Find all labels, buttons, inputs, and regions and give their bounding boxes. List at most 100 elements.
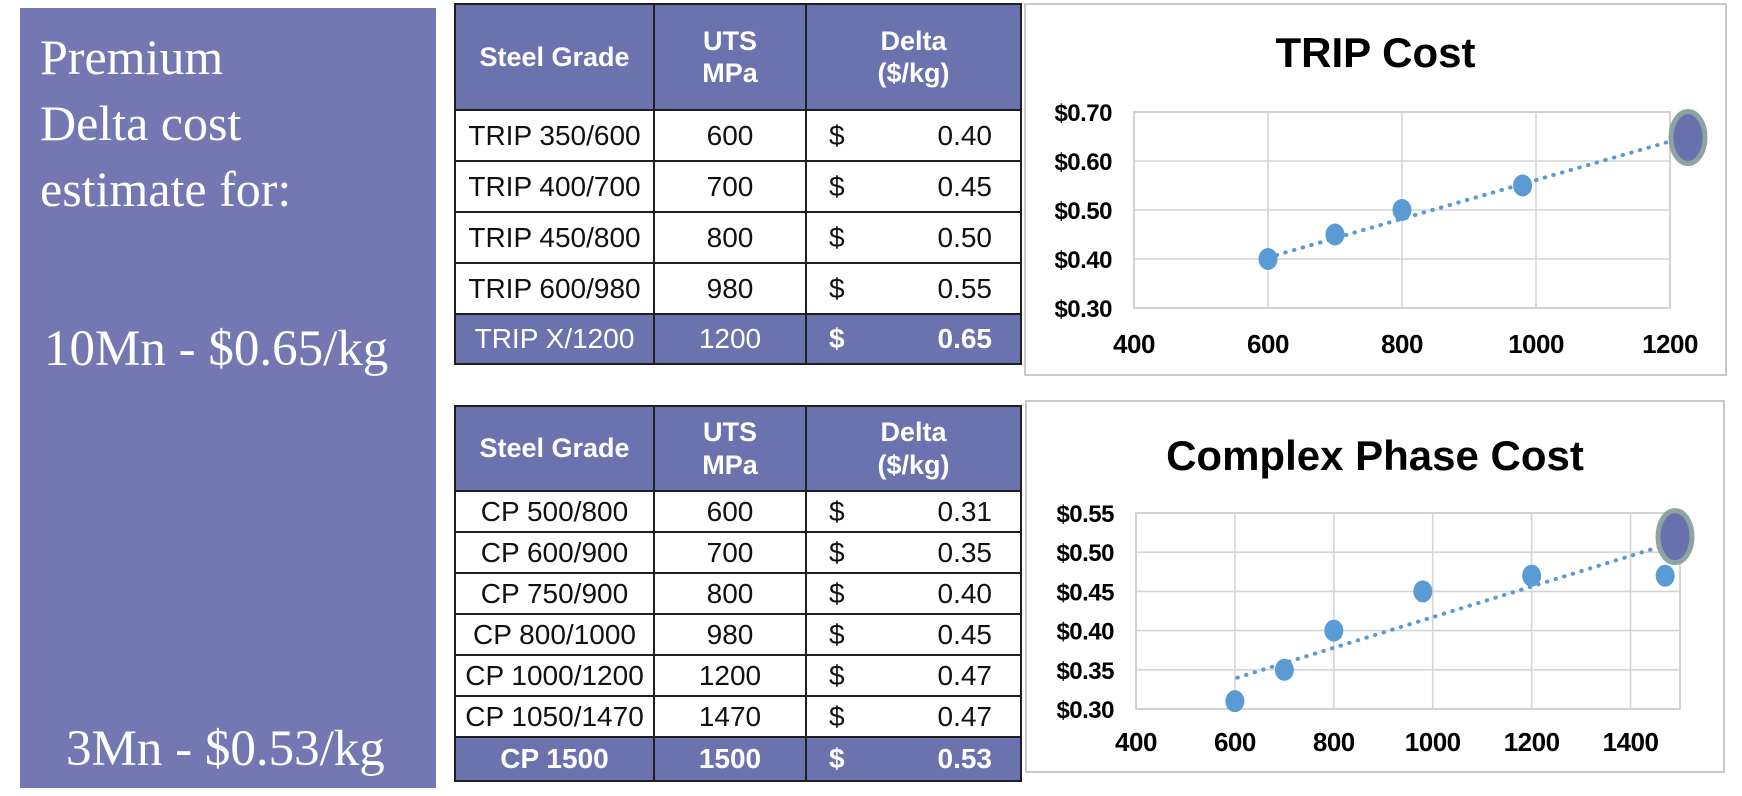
x-axis-tick-label: 400 [1113, 329, 1155, 359]
x-axis-tick-label: 800 [1381, 329, 1423, 359]
sidebar-heading-line: Premium [40, 29, 224, 85]
uts-header: UTS MPa [653, 405, 807, 492]
data-point [1324, 619, 1344, 642]
y-axis-tick-label: $0.40 [1054, 247, 1112, 274]
table-row: TRIP X/1200 1200 $0.65 [454, 313, 1022, 365]
table-row: CP 1050/1470 1470 $0.47 [454, 695, 1022, 738]
currency-symbol: $ [829, 700, 845, 732]
uts-cell: 600 [653, 490, 807, 533]
delta-value: 0.47 [937, 700, 993, 732]
y-axis-tick-label: $0.30 [1056, 697, 1114, 724]
data-point [1274, 658, 1294, 681]
y-axis-tick-label: $0.30 [1054, 296, 1112, 323]
data-point [1522, 564, 1542, 587]
x-axis-tick-label: 1000 [1508, 329, 1564, 359]
uts-cell: 1200 [653, 313, 807, 365]
currency-symbol: $ [829, 221, 845, 253]
y-axis-tick-label: $0.35 [1056, 658, 1114, 685]
delta-cell: $0.47 [805, 695, 1022, 738]
delta-cell: $0.40 [805, 572, 1022, 615]
y-axis-tick-label: $0.45 [1056, 579, 1114, 606]
table-row: CP 600/900 700 $0.35 [454, 531, 1022, 574]
delta-cell: $0.45 [805, 160, 1022, 213]
trip-cost-chart: $0.30 $0.40 $0.50 $0.60 $0.70 400 600 800 1000 12… [1024, 3, 1727, 376]
plot-border [1133, 111, 1671, 309]
grade-cell: CP 600/900 [454, 531, 655, 574]
x-axis-tick-label: 400 [1115, 727, 1157, 757]
delta-value: 0.50 [937, 221, 993, 253]
uts-cell: 980 [653, 613, 807, 656]
delta-cell: $0.55 [805, 262, 1022, 315]
delta-cell: $0.53 [805, 736, 1022, 782]
table-row: TRIP 600/980 980 $0.55 [454, 262, 1022, 315]
table-header-row: Steel Grade UTS MPa Delta ($/kg) [454, 3, 1022, 111]
table-row: CP 750/900 800 $0.40 [454, 572, 1022, 615]
currency-symbol: $ [829, 743, 845, 774]
grade-cell: TRIP X/1200 [454, 313, 655, 365]
estimate-10mn: 10Mn - $0.65/kg [44, 321, 389, 377]
x-axis-tick-label: 800 [1313, 727, 1355, 757]
highlight-oval [1655, 508, 1695, 566]
currency-symbol: $ [829, 536, 845, 568]
delta-cell: $0.45 [805, 613, 1022, 656]
currency-symbol: $ [829, 659, 845, 691]
delta-cell: $0.47 [805, 654, 1022, 697]
steel-grade-table: Steel Grade UTS MPa Delta ($/kg) TRIP 350/6… [454, 3, 1022, 365]
data-point [1258, 248, 1278, 270]
sidebar-heading-line: Delta cost [40, 95, 242, 151]
delta-value: 0.47 [937, 659, 993, 691]
trip-grade-table: Steel Grade UTS MPa Delta ($/kg) TRIP 350/6… [454, 3, 1022, 365]
data-point [1392, 199, 1412, 221]
table-row: TRIP 400/700 700 $0.45 [454, 160, 1022, 213]
delta-header: Delta ($/kg) [805, 405, 1022, 492]
complex-phase-grade-table: Steel Grade UTS MPa Delta ($/kg) CP 500/800… [454, 405, 1022, 782]
y-axis-tick-label: $0.55 [1056, 501, 1114, 528]
currency-symbol: $ [829, 577, 845, 609]
delta-value: 0.40 [937, 119, 993, 151]
delta-cell: $0.65 [805, 313, 1022, 365]
uts-cell: 700 [653, 531, 807, 574]
delta-cell: $0.50 [805, 211, 1022, 264]
delta-value: 0.45 [937, 618, 993, 650]
currency-symbol: $ [829, 323, 845, 354]
x-axis-tick-label: 1200 [1504, 727, 1560, 757]
estimate-3mn: 3Mn - $0.53/kg [66, 721, 385, 777]
delta-cell: $0.40 [805, 109, 1022, 162]
table-row: CP 1500 1500 $0.53 [454, 736, 1022, 782]
grade-cell: CP 1000/1200 [454, 654, 655, 697]
x-axis-tick-label: 600 [1214, 727, 1256, 757]
uts-header: UTS MPa [653, 3, 807, 111]
delta-value: 0.45 [937, 170, 993, 202]
table-row: CP 1000/1200 1200 $0.47 [454, 654, 1022, 697]
grade-cell: TRIP 600/980 [454, 262, 655, 315]
chart-frame [1025, 400, 1725, 773]
premium-delta-sidebar: Premium Delta cost estimate for: 10Mn - … [20, 8, 436, 788]
grade-cell: CP 500/800 [454, 490, 655, 533]
grade-cell: TRIP 400/700 [454, 160, 655, 213]
steel-grade-table: Steel Grade UTS MPa Delta ($/kg) CP 500/800… [454, 405, 1022, 782]
currency-symbol: $ [829, 119, 845, 151]
complex-phase-cost-chart: $0.30 $0.35 $0.40 $0.45 $0.50 $0.55 400 600 800 1… [1025, 400, 1725, 773]
delta-value: 0.40 [937, 577, 993, 609]
data-point [1413, 580, 1433, 603]
table-row: TRIP 450/800 800 $0.50 [454, 211, 1022, 264]
delta-value: 0.35 [937, 536, 993, 568]
delta-cell: $0.31 [805, 490, 1022, 533]
sidebar-heading: Premium Delta cost estimate for: [40, 24, 291, 222]
delta-header: Delta ($/kg) [805, 3, 1022, 111]
chart-frame [1024, 3, 1727, 376]
trendline [1235, 542, 1670, 680]
plot-border [1135, 512, 1681, 710]
currency-symbol: $ [829, 170, 845, 202]
trendline [1266, 139, 1672, 260]
table-header-row: Steel Grade UTS MPa Delta ($/kg) [454, 405, 1022, 492]
uts-cell: 1500 [653, 736, 807, 782]
currency-symbol: $ [829, 495, 845, 527]
y-axis-tick-label: $0.50 [1054, 198, 1112, 225]
chart-title: TRIP Cost [1276, 29, 1476, 76]
delta-value: 0.55 [937, 272, 993, 304]
currency-symbol: $ [829, 618, 845, 650]
grade-cell: CP 750/900 [454, 572, 655, 615]
uts-cell: 600 [653, 109, 807, 162]
